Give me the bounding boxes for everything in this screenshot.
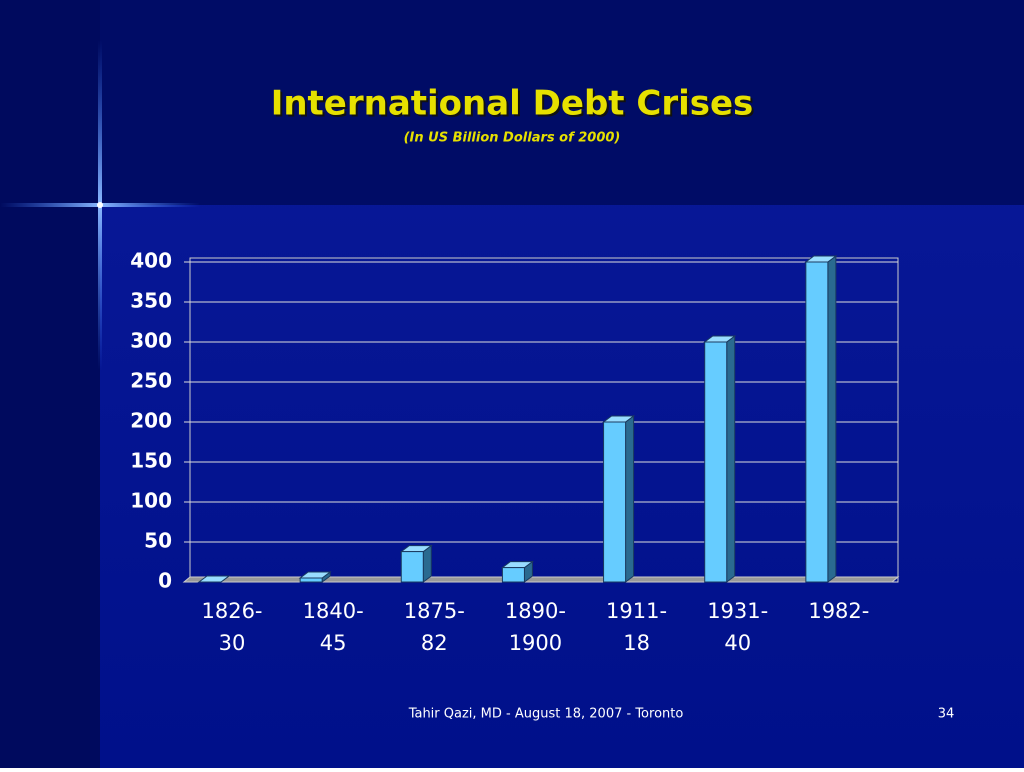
x-tick-label: 18	[623, 631, 650, 655]
bar-top	[197, 575, 231, 583]
chart-title: International Debt Crises	[271, 84, 754, 124]
x-tick-label: 1890-	[505, 599, 566, 623]
y-tick-label: 200	[130, 409, 172, 433]
y-tick-label: 150	[130, 449, 172, 473]
left-band	[0, 0, 100, 768]
y-tick-label: 400	[130, 249, 172, 273]
bar	[603, 421, 627, 583]
x-tick-label: 45	[320, 631, 347, 655]
bar	[400, 551, 424, 583]
x-tick-label: 1875-	[404, 599, 465, 623]
x-tick-label: 82	[421, 631, 448, 655]
floor	[182, 576, 900, 583]
x-tick-label: 1840-	[303, 599, 364, 623]
bar-side	[827, 255, 837, 583]
y-tick-label: 250	[130, 369, 172, 393]
x-tick-label: 40	[724, 631, 751, 655]
title-shadow: International Debt Crises	[273, 86, 756, 126]
y-tick-label: 0	[158, 569, 172, 593]
footer: Tahir Qazi, MD - August 18, 2007 - Toron…	[408, 707, 684, 722]
bar	[805, 261, 829, 583]
x-tick-label: 1826-	[201, 599, 262, 623]
sparkle-dot	[97, 202, 103, 208]
y-tick-label: 100	[130, 489, 172, 513]
bar	[299, 577, 323, 583]
bar	[704, 341, 728, 583]
page-number: 34	[938, 707, 955, 722]
chart-subtitle: (In US Billion Dollars of 2000)	[404, 131, 621, 146]
bar	[501, 567, 525, 583]
y-tick-label: 300	[130, 329, 172, 353]
y-tick-label: 350	[130, 289, 172, 313]
x-tick-label: 1931-	[707, 599, 768, 623]
x-tick-label: 1911-	[606, 599, 667, 623]
x-tick-label: 30	[219, 631, 246, 655]
y-tick-label: 50	[144, 529, 172, 553]
top-band	[0, 0, 1024, 205]
x-tick-label: 1982-	[808, 599, 869, 623]
bar-side	[726, 335, 736, 583]
bar-side	[625, 415, 635, 583]
x-tick-label: 1900	[509, 631, 562, 655]
